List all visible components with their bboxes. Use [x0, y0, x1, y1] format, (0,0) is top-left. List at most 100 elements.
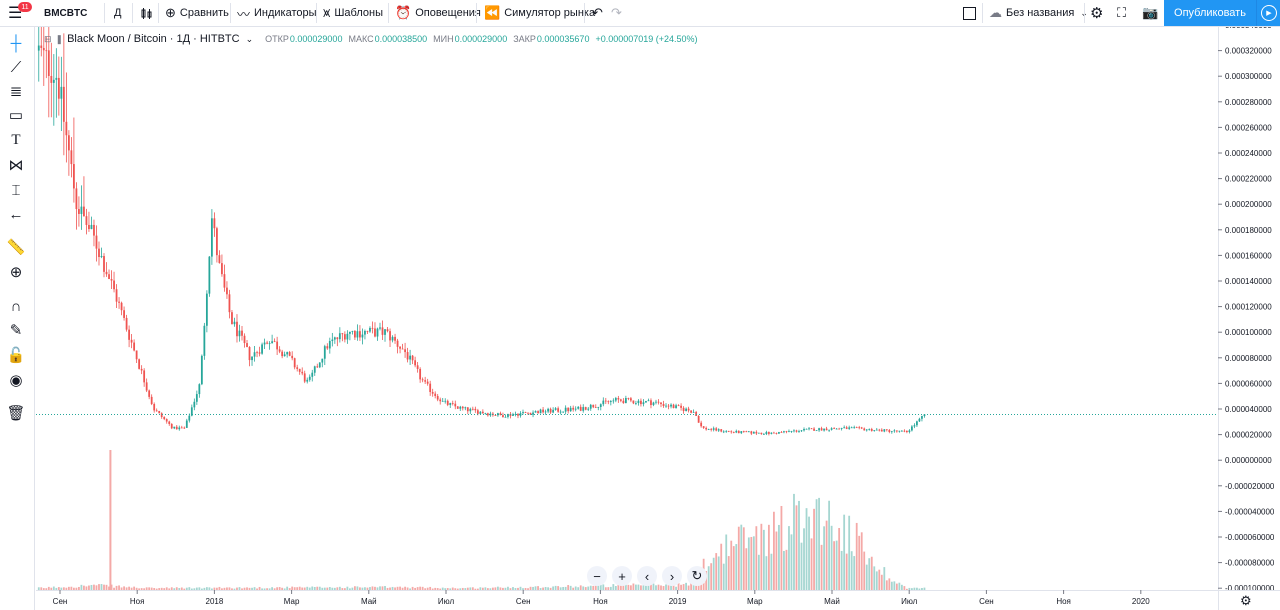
legend-toggle-icon[interactable]: ⊟ [44, 33, 52, 44]
collapse-icon[interactable]: ❚ [55, 33, 64, 44]
candle-body [441, 400, 444, 402]
price-axis[interactable]: 0.000340000 0.000320000 0.000300000 0.00028… [1218, 27, 1280, 610]
candle-body [103, 256, 105, 272]
time-axis[interactable]: Сен Ноя 2018 Мар Май Июл Сен Ноя 2019 Мар Май Июл Се… [36, 590, 1280, 606]
indicators-icon: 〰 [237, 6, 251, 22]
gear-icon[interactable]: ⚙ [1090, 5, 1104, 22]
candle-body [296, 367, 299, 369]
volume-bar [918, 588, 921, 590]
arrow-left-icon[interactable]: ← [8, 205, 24, 223]
publish-button[interactable]: Опубликовать [1164, 0, 1256, 26]
alerts-button[interactable]: ⏰ Оповещения [395, 0, 481, 26]
chevron-down-icon[interactable]: ⌄ [245, 33, 254, 44]
candle-body [446, 400, 449, 405]
rectangle-icon[interactable]: ▭ [8, 107, 24, 124]
candle-body [263, 342, 266, 345]
volume-bar [823, 526, 825, 590]
lock-icon[interactable]: 🔓 [6, 347, 26, 364]
candle-body [268, 343, 271, 345]
candle-body [692, 411, 695, 413]
trash-icon[interactable]: 🗑 [6, 405, 26, 422]
candle-body [795, 430, 798, 432]
volume-bar [579, 585, 582, 590]
publish-menu-button[interactable]: ▶ [1256, 0, 1280, 26]
volume-bar [243, 587, 246, 590]
eye-icon[interactable]: ◉ [9, 372, 23, 389]
candle-body [456, 406, 459, 409]
candle-body [783, 431, 785, 433]
symbol-search[interactable]: BMCBTC [44, 7, 88, 19]
candle-body [840, 428, 843, 429]
fullscreen-icon[interactable]: ⛶ [1117, 5, 1127, 20]
candle-body [449, 403, 452, 405]
candle-body [735, 430, 738, 433]
interval-button[interactable]: Д [114, 7, 122, 19]
magnet-icon[interactable]: ∩ [10, 297, 22, 315]
indicators-label: Индикаторы [254, 7, 317, 19]
volume-bar [411, 586, 414, 590]
candle-body [366, 330, 369, 332]
volume-bar [584, 587, 587, 590]
candle-body [236, 321, 238, 337]
candle-body [785, 431, 788, 433]
gear-icon[interactable]: ⚙ [1240, 593, 1252, 608]
candle-body [770, 432, 773, 434]
chart-legend: ⊟ ❚ Black Moon / Bitcoin · 1Д · HITBTC ⌄… [44, 33, 698, 45]
volume-bar [840, 550, 843, 590]
volume-bar [815, 499, 818, 590]
camera-icon[interactable]: 📷 [1142, 5, 1159, 20]
candle-body [542, 409, 544, 413]
volume-bar [539, 588, 542, 590]
candle-body [710, 429, 713, 430]
candle-body [657, 401, 660, 403]
volume-bar [589, 585, 592, 590]
drawing-toolbar: ┼ ⟋ ≣ ▭ T ⋈ ⌶ ← 📏 ⊕ ∩ ✎ 🔓 ◉ 🗑 [0, 27, 35, 610]
templates-button[interactable]: ⩙ Шаблоны [323, 0, 383, 26]
crosshair-icon[interactable]: ┼ [10, 34, 22, 52]
reset-icon[interactable]: ↻ [687, 566, 707, 586]
volume-bar [163, 588, 166, 590]
candle-body [424, 380, 427, 382]
ruler-icon[interactable]: 📏 [6, 239, 26, 256]
pattern-icon[interactable]: ⋈ [8, 157, 24, 174]
change-value: +0.000007019 (+24.50%) [595, 34, 698, 44]
chart-type-button[interactable] [140, 0, 153, 26]
volume-bar [80, 584, 83, 590]
pencil-lock-icon[interactable]: ✎ [9, 322, 23, 339]
candle-body [803, 429, 805, 431]
volume-bar [268, 588, 271, 590]
layout-name-button[interactable]: ☁Без названия⌄ [989, 0, 1092, 26]
volume-bar [677, 583, 680, 590]
chevron-right-icon[interactable]: › [662, 566, 682, 586]
legend-title[interactable]: Black Moon / Bitcoin · 1Д · HITBTC [67, 33, 240, 45]
candle-body [143, 370, 146, 383]
compare-button[interactable]: ⊕ Сравнить [165, 0, 229, 26]
zoom-in-icon[interactable]: ⊕ [9, 264, 23, 281]
plus-icon[interactable]: + [612, 566, 632, 586]
text-icon[interactable]: T [11, 131, 21, 148]
candle-body [670, 404, 672, 407]
candle-body [855, 427, 858, 429]
undo-icon[interactable]: ↶ [592, 5, 603, 20]
layout-toggle[interactable] [963, 0, 976, 26]
candle-body [384, 329, 386, 335]
redo-icon[interactable]: ↷ [611, 5, 622, 20]
volume-bar [369, 587, 371, 590]
candle-body [584, 407, 587, 410]
volume-bar [218, 586, 221, 590]
replay-button[interactable]: ⏪ Симулятор рынка [484, 0, 595, 26]
volume-bar [123, 586, 125, 590]
candle-body [645, 401, 647, 403]
candle-body [190, 407, 193, 416]
volume-bar [100, 584, 103, 590]
minus-icon[interactable]: − [587, 566, 607, 586]
forecast-icon[interactable]: ⌶ [11, 181, 21, 199]
candle-body [913, 425, 916, 427]
price-chart[interactable]: 0.000035670 0.0003400000.0003200000.0003… [36, 27, 1280, 610]
close-label: ЗАКР [513, 34, 536, 44]
trendline-icon[interactable]: ⟋ [10, 58, 22, 76]
volume-bar [845, 553, 848, 590]
fib-icon[interactable]: ≣ [9, 83, 23, 100]
chevron-left-icon[interactable]: ‹ [637, 566, 657, 586]
indicators-button[interactable]: 〰 Индикаторы [237, 0, 317, 26]
